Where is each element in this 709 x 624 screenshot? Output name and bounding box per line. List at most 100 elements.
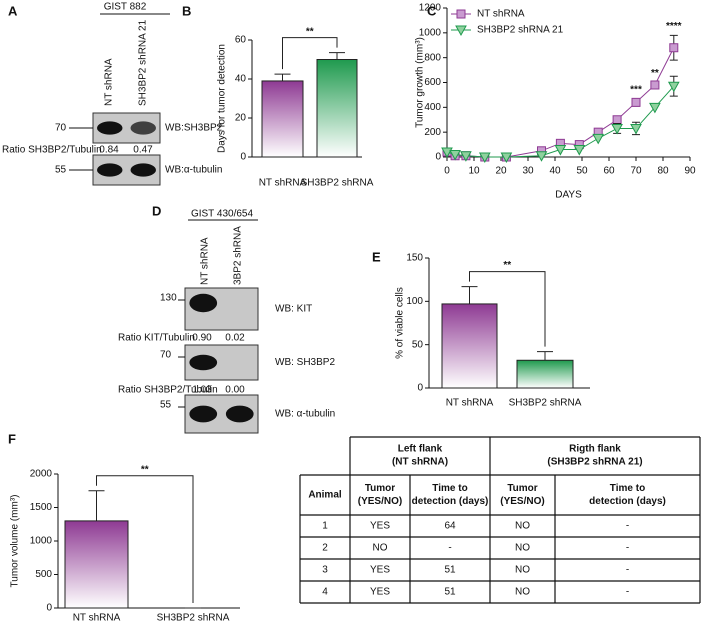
error-bar (274, 73, 291, 81)
marker (449, 150, 461, 161)
marker (460, 151, 472, 162)
significance: ** (306, 26, 314, 37)
y-axis-label: % of viable cells (395, 287, 406, 359)
x-tick-label: 70 (630, 166, 642, 177)
size-marker: 70 (160, 350, 172, 361)
error-bar (537, 351, 553, 361)
y-axis-label: Tumor growth (mm³) (415, 37, 426, 128)
blot-band (97, 121, 123, 135)
x-tick-label: SH3BP2 shRNA (301, 178, 374, 189)
ratio-value: 0.47 (133, 145, 153, 156)
x-tick-label: SH3BP2 shRNA (157, 613, 230, 624)
significance-bracket (282, 37, 338, 70)
table-cell: 1 (322, 521, 328, 532)
bar (316, 59, 358, 158)
y-tick-label: 600 (424, 77, 441, 88)
significance-bracket (96, 475, 194, 603)
y-tick-label: 500 (35, 569, 52, 580)
column-header: (YES/NO) (358, 496, 402, 507)
legend-label: NT shRNA (477, 9, 525, 20)
column-header: (YES/NO) (500, 496, 544, 507)
group-header: (NT shRNA) (392, 457, 448, 468)
annotation: *** (630, 84, 642, 95)
y-tick-label: 0 (240, 152, 246, 163)
marker (650, 80, 660, 90)
bar (64, 520, 129, 609)
panel-label: B (182, 3, 191, 18)
size-marker: 55 (55, 165, 67, 176)
significance: ** (141, 464, 149, 475)
band-label: WB:α-tubulin (165, 165, 222, 176)
y-tick-label: 0 (46, 603, 52, 614)
column-header: Animal (308, 490, 342, 501)
band-label: WB: α-tubulin (275, 409, 335, 420)
x-tick-label: NT shRNA (446, 398, 494, 409)
bar (516, 359, 574, 389)
x-tick-label: 60 (603, 166, 615, 177)
y-axis-label: Days for tumor detection (217, 44, 228, 153)
blot-band (97, 163, 123, 177)
marker (592, 133, 605, 145)
y-tick-label: 1500 (30, 502, 53, 513)
group-header: (SH3BP2 shRNA 21) (547, 457, 642, 468)
table-cell: NO (515, 565, 530, 576)
column-header: Time to (610, 483, 645, 494)
column-header: detection (days) (589, 496, 666, 507)
panel-label: A (8, 3, 18, 18)
x-tick-label: 10 (468, 166, 480, 177)
y-axis-label: Tumor volume (mm³) (10, 495, 21, 588)
x-tick-label: 30 (522, 166, 534, 177)
ratio-value: 0.90 (192, 333, 212, 344)
ratio-label: Ratio SH3BP2/Tubulin (2, 145, 102, 156)
y-tick-label: 800 (424, 52, 441, 63)
x-tick-label: 80 (657, 166, 669, 177)
annotation: **** (666, 21, 682, 32)
lane-label: NT shRNA (104, 58, 115, 106)
marker (669, 43, 679, 53)
x-tick-label: 40 (549, 166, 561, 177)
blot-band (189, 405, 218, 423)
table-cell: NO (373, 543, 388, 554)
y-tick-label: 20 (235, 113, 247, 124)
y-tick-label: 50 (412, 339, 424, 350)
y-tick-label: 1000 (30, 536, 53, 547)
bar (261, 80, 304, 158)
marker (667, 81, 680, 93)
y-tick-label: 150 (406, 253, 423, 264)
table-cell: - (626, 521, 629, 532)
y-tick-label: 100 (406, 296, 423, 307)
size-marker: 70 (55, 123, 67, 134)
blot-band (130, 163, 156, 177)
panel-label: C (427, 3, 437, 18)
table-cell: YES (370, 565, 390, 576)
column-header: Tumor (365, 483, 395, 494)
x-axis-label: DAYS (555, 190, 582, 201)
y-tick-label: 0 (435, 152, 441, 163)
marker (611, 123, 623, 135)
table-cell: NO (515, 521, 530, 532)
marker (649, 102, 661, 114)
marker (478, 152, 491, 164)
bar (441, 303, 498, 389)
error-bar (329, 52, 345, 60)
error-bar (461, 286, 478, 304)
table-cell: YES (370, 587, 390, 598)
y-tick-label: 40 (235, 74, 247, 85)
ratio-value: 0.00 (225, 385, 245, 396)
table-cell: - (626, 587, 629, 598)
table-cell: YES (370, 521, 390, 532)
x-tick-label: 20 (495, 166, 507, 177)
ratio-label: Ratio SH3BP2/Tubulin (118, 385, 218, 396)
y-tick-label: 0 (417, 383, 423, 394)
group-header: Left flank (398, 444, 443, 455)
ratio-value: 0.02 (225, 333, 245, 344)
marker (612, 115, 622, 125)
table-cell: 51 (444, 587, 456, 598)
band-label: WB: KIT (275, 304, 312, 315)
table-cell: 3 (322, 565, 328, 576)
column-header: Time to (432, 483, 467, 494)
band-label: WB: SH3BP2 (275, 357, 335, 368)
column-header: Tumor (507, 483, 537, 494)
legend-label: SH3BP2 shRNA 21 (477, 25, 564, 36)
